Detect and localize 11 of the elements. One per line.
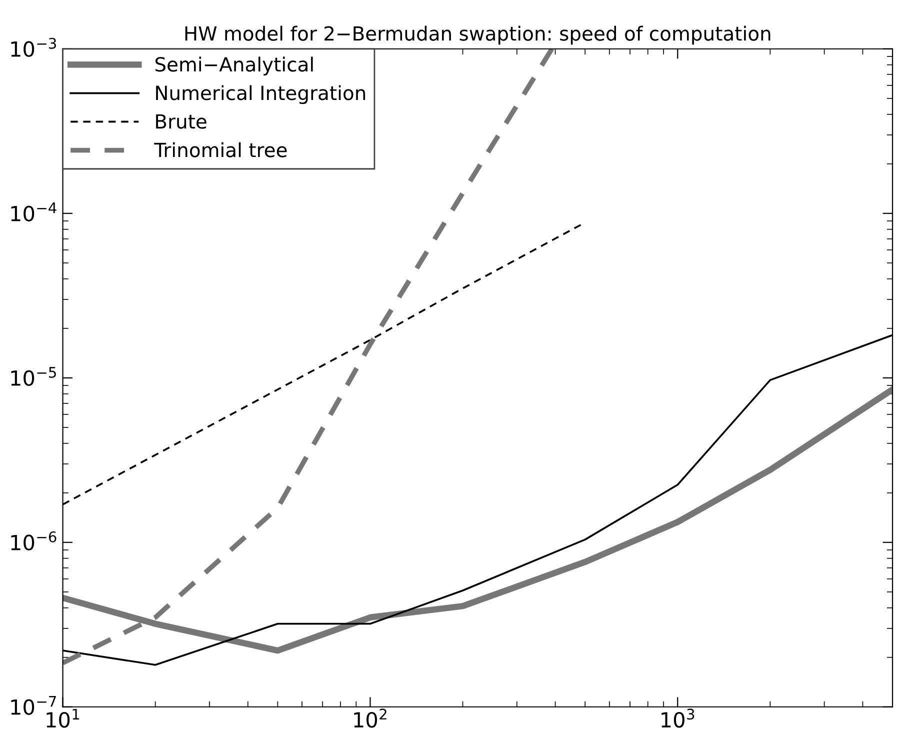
legend-label: Semi−Analytical: [155, 56, 313, 76]
y-tick-label: 10$^{−4}$: [11, 202, 56, 222]
x-tick-label: 10$^{2}$: [354, 708, 386, 728]
legend-label: Brute: [156, 114, 206, 129]
y-tick-label: 10$^{−6}$: [11, 531, 56, 550]
x-tick-label: 10$^{3}$: [662, 708, 694, 728]
chart-title: HW model for 2−Bermudan swaption: speed of computation: [185, 26, 770, 45]
legend-label: Numerical Integration: [156, 85, 366, 104]
y-tick-label: 10$^{−5}$: [11, 367, 56, 386]
y-tick-label: 10$^{−3}$: [11, 38, 56, 57]
legend-label: Trinomial tree: [154, 142, 287, 158]
